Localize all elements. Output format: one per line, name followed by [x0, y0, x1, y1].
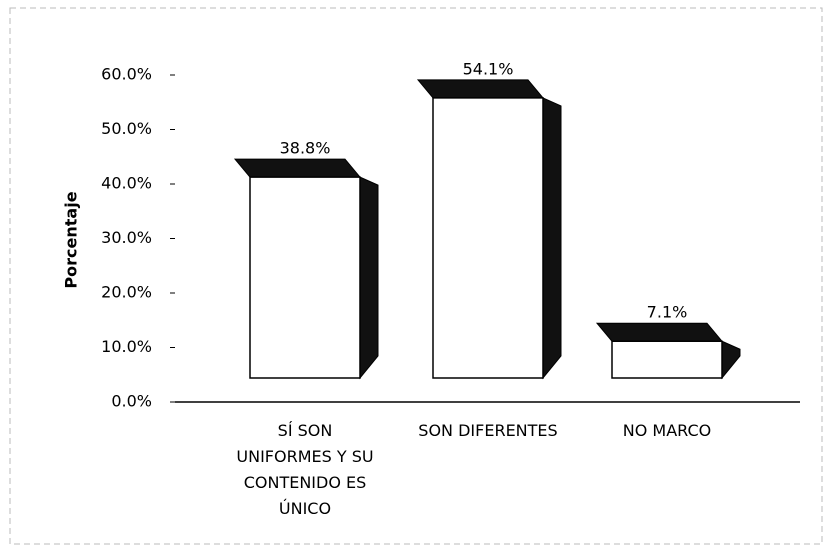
- data-label: 38.8%: [280, 139, 331, 158]
- frame: [9, 7, 823, 545]
- bar: [611, 340, 723, 379]
- x-tick-label: SON DIFERENTES: [418, 421, 558, 440]
- data-label: 7.1%: [647, 303, 688, 322]
- y-tick-label: 40.0%: [101, 174, 152, 193]
- x-tick-label: NO MARCO: [622, 421, 712, 440]
- y-tick-label: 30.0%: [101, 228, 152, 247]
- y-tick-label: 60.0%: [101, 65, 152, 84]
- data-label: 54.1%: [463, 59, 514, 78]
- bar-side: [359, 176, 379, 380]
- bar-side: [542, 97, 562, 380]
- x-tick-label: SÍ SON UNIFORMES Y SU CONTENIDO ES ÚNICO: [236, 421, 374, 518]
- y-tick-label: 50.0%: [101, 119, 152, 138]
- bar: [432, 97, 544, 379]
- y-tick-label: 10.0%: [101, 337, 152, 356]
- bar-side: [721, 340, 741, 380]
- y-tick-label: 0.0%: [111, 392, 152, 411]
- y-axis-label: Porcentaje: [62, 191, 81, 288]
- y-tick-label: 20.0%: [101, 283, 152, 302]
- bar: [249, 176, 361, 379]
- bar-top: [233, 158, 362, 178]
- bar-top: [416, 79, 545, 99]
- bar-top: [595, 322, 724, 342]
